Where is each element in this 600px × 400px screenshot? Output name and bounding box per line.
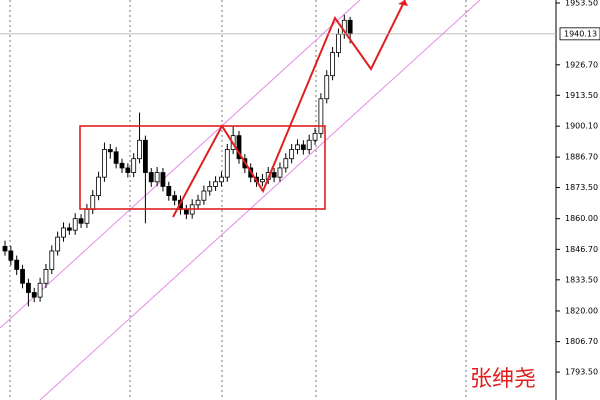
- candle-body: [119, 162, 125, 169]
- last-price-label: 1940.13: [564, 29, 597, 38]
- candle-body: [160, 172, 166, 187]
- candle-body: [55, 236, 61, 252]
- candle-body: [336, 33, 341, 53]
- candle-body: [137, 139, 142, 160]
- candle-body: [347, 19, 353, 35]
- candle-body: [31, 292, 37, 298]
- y-tick-label: 1900.10: [565, 122, 598, 131]
- candle-body: [166, 185, 172, 197]
- candle-body: [8, 250, 14, 261]
- candle-body: [318, 98, 324, 134]
- candle-body: [201, 190, 207, 201]
- candle-body: [20, 269, 25, 284]
- y-tick-label: 1913.50: [565, 91, 598, 100]
- candle-body: [195, 199, 201, 206]
- candle-body: [2, 245, 8, 252]
- candles: [2, 14, 353, 307]
- candle-body: [72, 218, 78, 231]
- candle-body: [102, 149, 107, 178]
- y-tick-label: 1926.70: [565, 60, 598, 69]
- candle-body: [306, 139, 312, 150]
- candle-body: [324, 75, 330, 100]
- candle-body: [25, 282, 31, 293]
- candle-body: [283, 158, 289, 169]
- candle-body: [213, 181, 219, 187]
- y-tick-label: 1873.50: [565, 183, 598, 192]
- arrow-head: [398, 0, 408, 6]
- candle-body: [295, 144, 300, 150]
- y-tick-label: 1806.70: [565, 337, 598, 346]
- candle-body: [236, 135, 242, 160]
- y-tick-label: 1793.50: [565, 368, 598, 377]
- candle-body: [148, 172, 154, 183]
- channel: [0, 0, 481, 400]
- candle-body: [207, 185, 213, 192]
- y-tick-label: 1953.50: [565, 0, 598, 7]
- y-tick-label: 1820.00: [565, 306, 598, 315]
- y-tick-label: 1860.00: [565, 214, 598, 223]
- candle-body: [289, 149, 295, 160]
- y-tick-label: 1886.70: [565, 153, 598, 162]
- range-box: [79, 125, 326, 210]
- candle-body: [259, 179, 265, 183]
- candle-body: [277, 167, 283, 178]
- candle-body: [312, 132, 318, 141]
- candle-body: [183, 209, 189, 215]
- candle-body: [224, 149, 230, 178]
- candle-body: [84, 209, 90, 224]
- candle-body: [43, 269, 49, 284]
- watermark: 张绅尧: [470, 367, 536, 392]
- candle-body: [271, 172, 277, 178]
- candle-body: [37, 282, 43, 298]
- candle-body: [300, 144, 306, 150]
- candle-body: [61, 227, 66, 238]
- candle-body: [107, 149, 113, 153]
- candle-body: [142, 139, 148, 173]
- channel-upper: [0, 0, 361, 329]
- y-tick-label: 1846.70: [565, 245, 598, 254]
- candle-body: [125, 167, 131, 173]
- candle-body: [14, 259, 20, 270]
- candle-body: [78, 218, 84, 224]
- candle-body: [154, 172, 160, 183]
- candle-body: [66, 227, 72, 231]
- last-price-box: [559, 27, 600, 41]
- projection-path: [172, 0, 406, 218]
- candle-body: [96, 176, 101, 197]
- period-separators: [9, 0, 467, 400]
- y-tick-label: 1833.50: [565, 275, 598, 284]
- candle-body: [90, 195, 96, 210]
- candle-body: [219, 176, 224, 183]
- candle-body: [330, 52, 336, 77]
- candle-body: [131, 158, 137, 173]
- candle-body: [49, 250, 55, 270]
- channel-lower: [39, 0, 481, 400]
- candle-body: [113, 151, 119, 164]
- candle-body: [172, 195, 178, 201]
